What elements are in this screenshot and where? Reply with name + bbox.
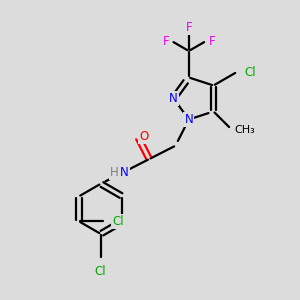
Text: N: N	[184, 113, 193, 126]
Text: H: H	[110, 166, 118, 179]
Text: F: F	[185, 21, 192, 34]
Text: N: N	[120, 166, 129, 179]
Text: F: F	[162, 35, 169, 48]
Text: CH₃: CH₃	[235, 124, 255, 135]
Text: N: N	[169, 92, 178, 105]
Text: O: O	[139, 130, 148, 143]
Text: F: F	[208, 35, 215, 48]
Text: Cl: Cl	[95, 266, 106, 278]
Text: Cl: Cl	[245, 66, 256, 79]
Text: Cl: Cl	[112, 215, 124, 228]
